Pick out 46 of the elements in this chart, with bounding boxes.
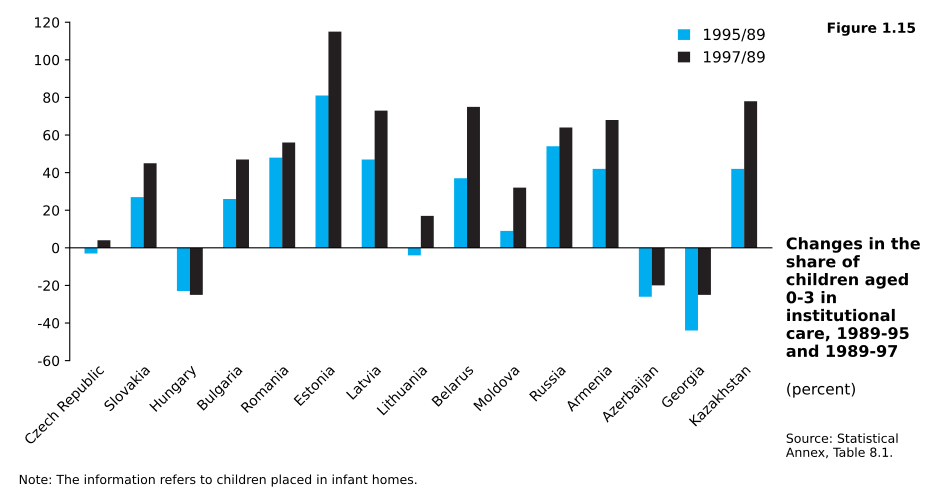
bar: [546, 146, 560, 248]
bar: [282, 142, 296, 248]
y-tick-label: 0: [52, 242, 60, 254]
text: Changes in the share of children aged 0-3 in institutional care, 1989-95 and 1989-97: [786, 237, 920, 358]
legend-label: 1997/89: [704, 51, 765, 64]
source-note: Source: Statistical Annex, Table 8.1.: [786, 433, 898, 458]
bar: [559, 128, 572, 248]
y-tick-label: -40: [38, 318, 60, 328]
bar: [454, 178, 468, 248]
legend-label: 1995/89: [704, 28, 765, 42]
y-tick-label: 20: [43, 205, 60, 216]
bar: [130, 197, 144, 248]
bar: [144, 163, 157, 248]
bar: [685, 248, 698, 331]
bar: [420, 216, 434, 248]
bar: [731, 168, 744, 248]
bar: [223, 198, 236, 248]
bar: [638, 248, 652, 297]
y-tick-label: 60: [43, 130, 60, 140]
bar: [744, 101, 758, 248]
bar: [500, 230, 514, 248]
y-tick-label: 80: [43, 92, 60, 103]
bar: [467, 106, 480, 248]
bar: [592, 168, 606, 248]
bar: [698, 248, 711, 295]
bar: [606, 120, 619, 248]
caption: Figure 1.15: [828, 22, 916, 36]
y-tick-label: -60: [38, 356, 60, 366]
y-tick-label: 100: [35, 54, 60, 66]
bar: [316, 96, 328, 248]
bar: [190, 248, 203, 295]
text: (percent): [787, 382, 855, 398]
bar: [513, 188, 526, 248]
y-tick-label: 40: [43, 168, 60, 178]
bar: [328, 32, 342, 248]
bar: [97, 240, 110, 248]
bar: [408, 248, 421, 256]
bar: [362, 159, 375, 248]
bar: [652, 248, 665, 286]
bar: [176, 248, 190, 292]
y-tick-label: -20: [38, 280, 60, 291]
bar: [374, 110, 388, 248]
bar: [269, 158, 282, 248]
y-tick-label: 120: [35, 17, 60, 28]
text: Note: The information refers to children placed in infant homes.: [20, 474, 416, 487]
bar: [236, 159, 249, 248]
